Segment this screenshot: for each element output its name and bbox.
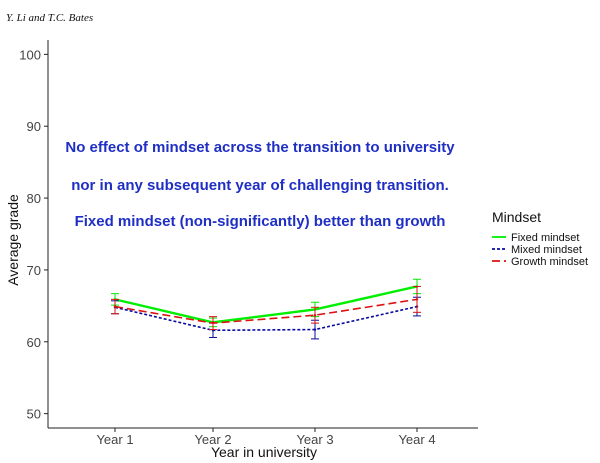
annotation-text: No effect of mindset across the transiti… xyxy=(65,139,455,156)
x-tick-label: Year 3 xyxy=(296,432,333,447)
y-tick-label: 80 xyxy=(27,191,41,206)
series-growth-mindset xyxy=(111,285,421,331)
annotation-text: Fixed mindset (non-significantly) better… xyxy=(75,213,446,230)
legend-label: Fixed mindset xyxy=(511,232,579,244)
chart-annotations: No effect of mindset across the transiti… xyxy=(65,139,455,230)
series-line xyxy=(114,305,418,332)
x-tick-label: Year 2 xyxy=(194,432,231,447)
y-tick-label: 50 xyxy=(27,407,41,422)
series-mixed-mindset xyxy=(111,296,421,340)
series-line xyxy=(114,298,418,324)
y-tick-label: 100 xyxy=(19,47,41,62)
series-fixed-mindset xyxy=(111,278,421,328)
annotation-text: nor in any subsequent year of challengin… xyxy=(71,177,449,194)
data-point xyxy=(415,298,419,301)
legend-title: Mindset xyxy=(492,209,541,225)
y-tick-label: 90 xyxy=(27,119,41,134)
data-point xyxy=(313,328,317,331)
y-axis-ticks: 50 60 70 80 90 100 xyxy=(19,47,48,422)
legend-label: Mixed mindset xyxy=(511,244,582,256)
y-tick-label: 70 xyxy=(27,263,41,278)
y-tick-label: 60 xyxy=(27,335,41,350)
data-point xyxy=(313,313,317,317)
data-point xyxy=(211,321,215,325)
x-tick-label: Year 1 xyxy=(96,432,133,447)
x-axis-ticks: Year 1 Year 2 Year 3 Year 4 xyxy=(96,428,436,447)
y-axis-title: Average grade xyxy=(5,194,21,286)
x-axis-title: Year in university xyxy=(211,444,317,460)
page-header-authors: Y. Li and T.C. Bates xyxy=(6,12,94,24)
series-line xyxy=(114,285,418,324)
series-layer xyxy=(111,278,421,340)
data-point xyxy=(113,305,117,308)
legend-label: Growth mindset xyxy=(511,256,588,268)
x-tick-label: Year 4 xyxy=(398,432,435,447)
